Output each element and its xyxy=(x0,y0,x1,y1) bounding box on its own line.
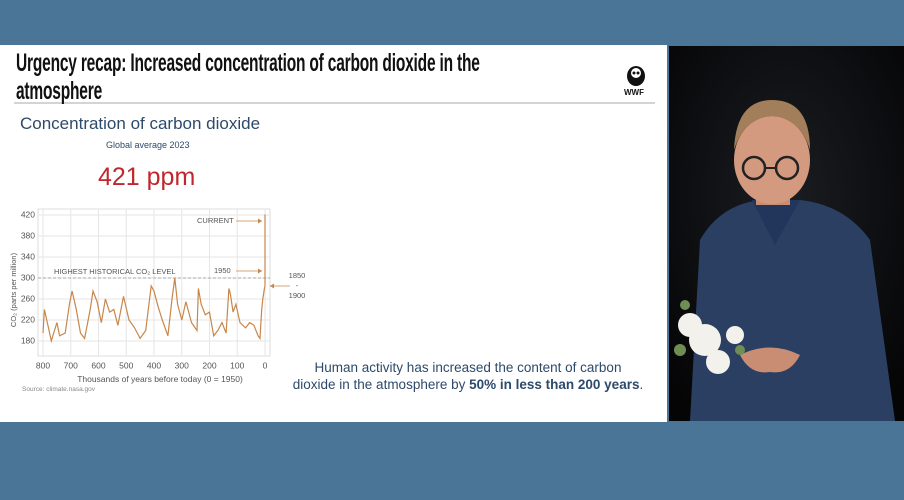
logo-text: WWF xyxy=(624,88,644,97)
y-tick-label: 340 xyxy=(21,251,35,261)
slide-title: Urgency recap: Increased concentration o… xyxy=(16,49,480,105)
body-text: Human activity has increased the content… xyxy=(292,359,644,393)
x-tick-label: 500 xyxy=(119,360,133,370)
range-label: 1850 xyxy=(289,271,306,280)
source: Source: climate.nasa.gov xyxy=(22,386,95,393)
body-text-part: Human activity has increased the content… xyxy=(292,360,622,392)
global-label: Global average 2023 xyxy=(106,140,190,150)
y-tick-label: 220 xyxy=(21,314,35,324)
range-label: 1900 xyxy=(289,291,306,300)
annotation: CURRENT xyxy=(197,216,234,225)
body-text-bold: 50% in less than 200 years xyxy=(469,377,640,392)
x-tick-label: 0 xyxy=(263,360,268,370)
slide xyxy=(0,45,667,422)
arrow-head xyxy=(270,283,274,289)
y-tick-label: 300 xyxy=(21,272,35,282)
y-tick-label: 380 xyxy=(21,230,35,240)
chart-subtitle: Concentration of carbon dioxide xyxy=(20,114,261,133)
x-axis-label: Thousands of years before today (0 = 195… xyxy=(77,374,243,384)
arrow-head xyxy=(258,218,262,224)
y-tick-label: 180 xyxy=(21,335,35,345)
presenter-video xyxy=(669,46,904,421)
x-tick-label: 400 xyxy=(147,360,161,370)
y-tick-label: 420 xyxy=(21,209,35,219)
wwf-logo xyxy=(627,66,645,86)
y-axis-label: CO₂ (parts per million) xyxy=(9,252,18,327)
co2-line xyxy=(42,214,266,344)
big-value: 421 ppm xyxy=(98,163,196,191)
x-tick-label: 800 xyxy=(36,360,50,370)
reference-label: HIGHEST HISTORICAL CO₂ LEVEL xyxy=(54,267,176,276)
x-tick-label: 600 xyxy=(91,360,105,370)
arrow-head xyxy=(258,268,262,274)
x-tick-label: 200 xyxy=(202,360,216,370)
x-tick-label: 300 xyxy=(175,360,189,370)
y-tick-label: 260 xyxy=(21,293,35,303)
body-text-part: . xyxy=(639,377,644,392)
range-label: - xyxy=(296,281,299,290)
annotation: 1950 xyxy=(214,266,231,275)
x-tick-label: 100 xyxy=(230,360,244,370)
x-tick-label: 700 xyxy=(64,360,78,370)
